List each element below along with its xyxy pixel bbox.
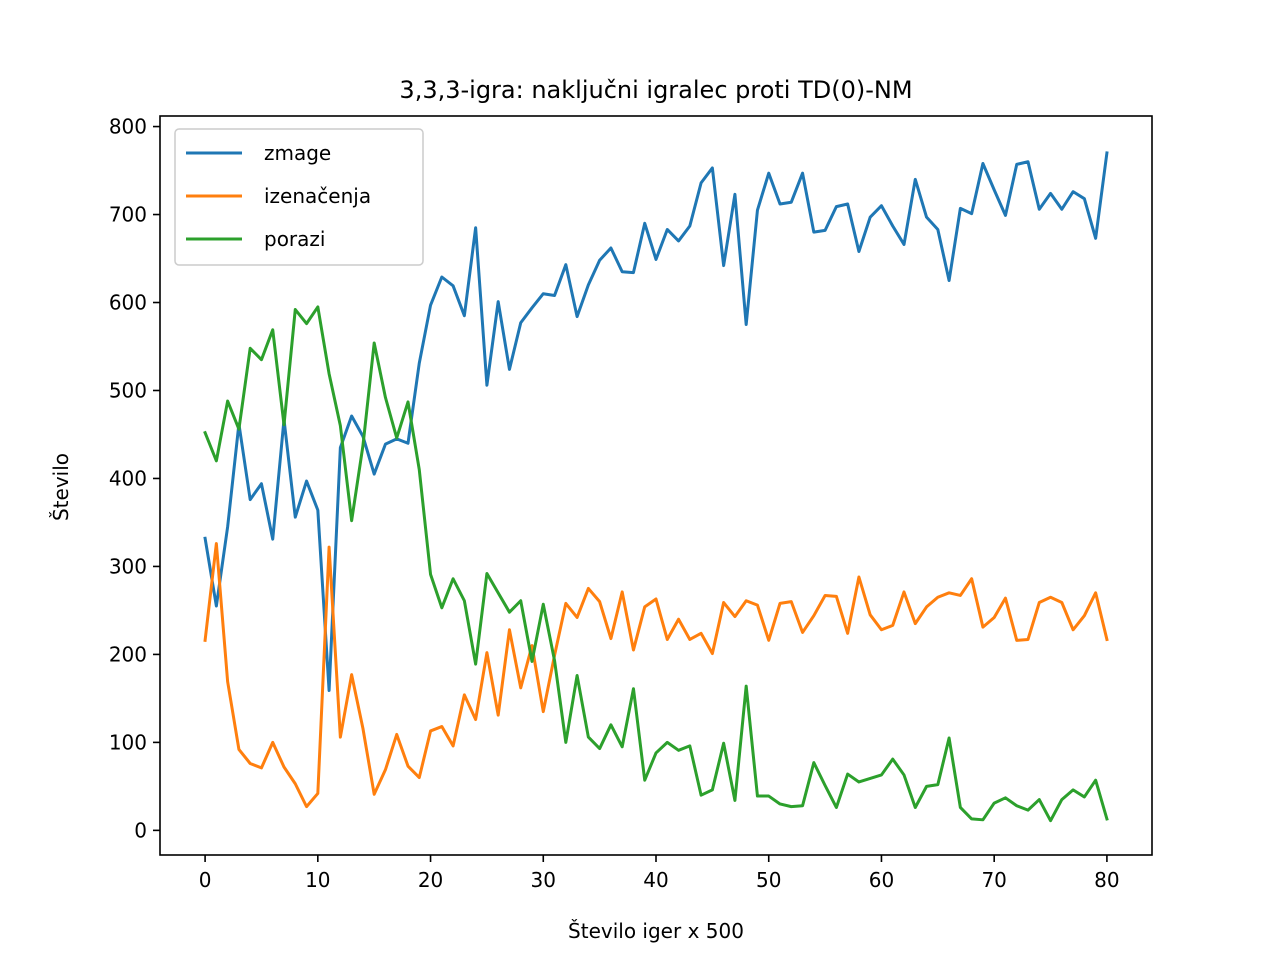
series-line-2 (203, 542, 1109, 809)
y-tick-label: 800 (109, 115, 147, 139)
x-tick-label: 70 (981, 868, 1006, 892)
plot-area (203, 151, 1109, 823)
legend-label-2: izenačenja (264, 184, 371, 208)
x-tick-label: 20 (418, 868, 443, 892)
chart-title: 3,3,3-igra: naključni igralec proti TD(0… (399, 76, 912, 104)
series-line-1 (203, 151, 1109, 692)
y-tick-label: 600 (109, 291, 147, 315)
legend-label-1: zmage (264, 141, 331, 165)
x-tick-label: 30 (531, 868, 556, 892)
y-tick-label: 100 (109, 730, 147, 754)
legend-box (174, 128, 424, 266)
y-tick-label: 500 (109, 378, 147, 402)
y-tick-label: 300 (109, 554, 147, 578)
y-axis-title: Število (49, 453, 73, 521)
series-line-3 (203, 305, 1109, 823)
x-tick-label: 50 (756, 868, 781, 892)
x-tick-label: 40 (643, 868, 668, 892)
y-tick-label: 200 (109, 642, 147, 666)
legend-label-3: porazi (264, 227, 325, 251)
x-tick-label: 10 (305, 868, 330, 892)
y-tick-label: 700 (109, 203, 147, 227)
x-tick-label: 60 (869, 868, 894, 892)
x-tick-label: 0 (199, 868, 212, 892)
y-tick-label: 0 (134, 818, 147, 842)
y-tick-label: 400 (109, 466, 147, 490)
legend: zmage izenačenja porazi (174, 128, 424, 266)
x-tick-label: 80 (1094, 868, 1119, 892)
x-axis-title: Število iger x 500 (568, 919, 744, 943)
axes: 0 10 20 30 40 50 60 70 8001002003004005006007008… (109, 115, 1153, 892)
